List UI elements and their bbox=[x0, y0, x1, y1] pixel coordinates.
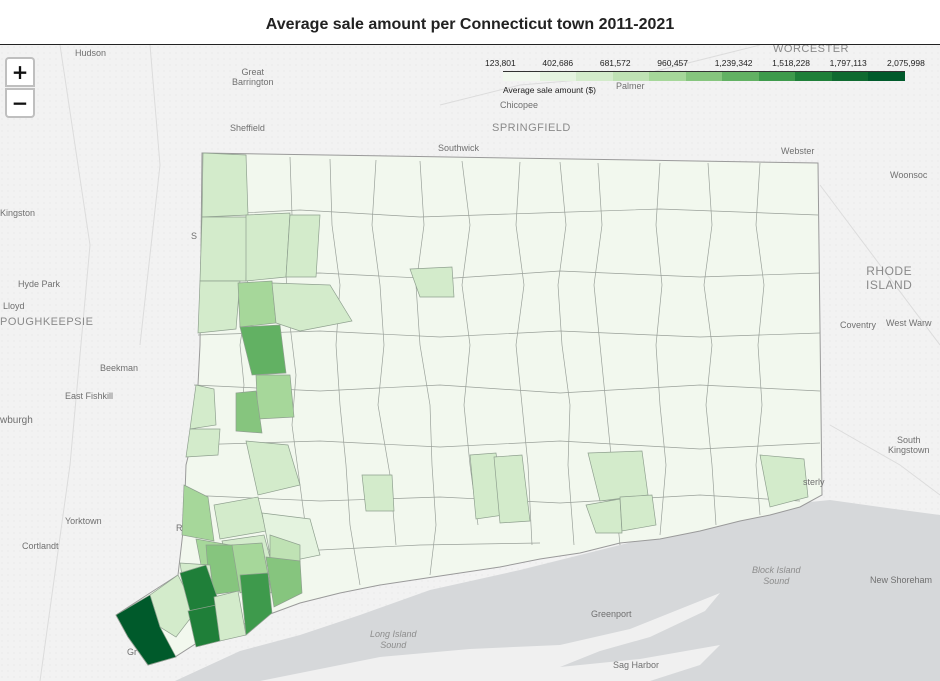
label-cortlandt: Cortlandt bbox=[22, 541, 59, 551]
legend-color-bar bbox=[503, 72, 906, 81]
label-greenport: Greenport bbox=[591, 609, 632, 619]
legend-tick-label: 1,797,113 bbox=[829, 58, 867, 68]
legend-swatch bbox=[685, 72, 723, 81]
map-canvas[interactable]: Hudson Great Barrington Sheffield Southw… bbox=[0, 44, 940, 681]
label-block-island-sound: Block Island Sound bbox=[752, 565, 801, 586]
long-island bbox=[260, 593, 720, 681]
label-chicopee: Chicopee bbox=[500, 100, 539, 110]
label-rhode-island: RHODE ISLAND bbox=[866, 264, 913, 292]
legend-swatch bbox=[758, 72, 796, 81]
label-springfield: SPRINGFIELD bbox=[492, 122, 571, 134]
legend-swatch bbox=[722, 72, 759, 81]
legend-swatch bbox=[868, 72, 906, 81]
label-palmer: Palmer bbox=[616, 81, 645, 91]
label-webster: Webster bbox=[781, 146, 815, 156]
legend-swatch bbox=[795, 72, 832, 81]
label-sharon-cut: S bbox=[191, 231, 198, 241]
label-ridgefield-cut: R bbox=[176, 523, 183, 533]
tinted-towns bbox=[115, 152, 809, 666]
label-sheffield: Sheffield bbox=[230, 123, 265, 133]
legend-tick-label: 402,686 bbox=[542, 58, 574, 68]
zoom-in-button[interactable]: + bbox=[5, 57, 35, 87]
label-lloyd: Lloyd bbox=[3, 301, 25, 311]
legend-tick-label: 960,457 bbox=[657, 58, 689, 68]
label-southwick: Southwick bbox=[438, 143, 480, 153]
label-hyde-park: Hyde Park bbox=[18, 279, 61, 289]
label-woonsocket: Woonsoc bbox=[890, 170, 928, 180]
choropleth-svg bbox=[0, 45, 940, 681]
legend-tick-label: 1,518,228 bbox=[772, 58, 810, 68]
legend-title: Average sale amount ($) bbox=[503, 85, 596, 95]
legend-swatch bbox=[612, 72, 650, 81]
legend-swatch bbox=[539, 72, 577, 81]
label-west-warwick: West Warw bbox=[886, 318, 932, 328]
zoom-out-button[interactable]: − bbox=[5, 88, 35, 118]
label-sag-harbor: Sag Harbor bbox=[613, 660, 660, 670]
legend-swatch bbox=[649, 72, 686, 81]
label-poughkeepsie: POUGHKEEPSIE bbox=[0, 316, 94, 328]
label-yorktown: Yorktown bbox=[65, 516, 102, 526]
label-greenwich-cut: Gr bbox=[127, 647, 137, 657]
label-hudson: Hudson bbox=[75, 48, 107, 58]
label-kingston: Kingston bbox=[0, 208, 36, 218]
label-coventry: Coventry bbox=[840, 320, 877, 330]
legend-tick-label: 2,075,998 bbox=[887, 58, 925, 68]
legend-tick-label: 681,572 bbox=[599, 58, 631, 68]
color-legend: 123,801 402,686 681,572 960,457 1,239,342 1,5… bbox=[484, 58, 925, 98]
legend-swatch bbox=[503, 72, 540, 81]
label-worcester: WORCESTER bbox=[773, 44, 849, 55]
label-westerly: sterly bbox=[803, 477, 825, 487]
map-title: Average sale amount per Connecticut town… bbox=[265, 16, 675, 33]
legend-swatch bbox=[576, 72, 613, 81]
label-long-island-sound: Long Island Sound bbox=[370, 629, 417, 650]
legend-tick-label: 1,239,342 bbox=[714, 58, 753, 68]
label-east-fishkill: East Fishkill bbox=[65, 391, 114, 401]
label-great-barrington: Great Barrington bbox=[232, 67, 274, 87]
legend-swatch bbox=[831, 72, 869, 81]
label-beekman: Beekman bbox=[100, 363, 139, 373]
label-newburgh: wburgh bbox=[0, 415, 33, 426]
label-new-shoreham: New Shoreham bbox=[870, 575, 933, 585]
long-island-sound bbox=[175, 500, 940, 681]
legend-tick-label: 123,801 bbox=[485, 58, 516, 68]
legend-axis-line bbox=[503, 71, 905, 72]
label-south-kingstown: South Kingstown bbox=[888, 435, 930, 455]
